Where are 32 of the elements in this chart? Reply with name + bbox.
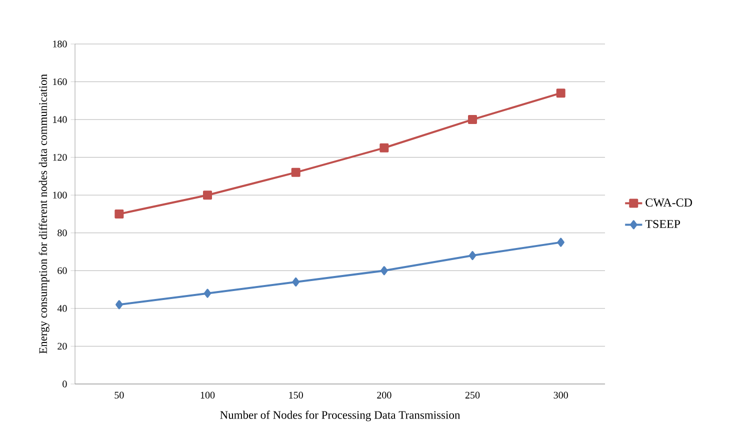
y-tick-label: 20 [58, 342, 67, 350]
legend-label: TSEEP [645, 220, 680, 228]
x-tick-label: 150 [289, 392, 303, 399]
point [114, 209, 124, 218]
x-tick-label: 50 [114, 392, 124, 399]
y-tick-label: 60 [58, 267, 67, 274]
point [468, 251, 476, 260]
y-tick-label: 160 [53, 78, 67, 86]
y-tick-label: 0 [62, 380, 67, 388]
y-tick-label: 80 [58, 230, 67, 236]
point [203, 190, 212, 200]
y-tick-label: 100 [53, 192, 67, 198]
x-axis-title: Number of Nodes for Processing Data Transmission [220, 410, 460, 422]
point [557, 238, 564, 247]
x-tick-label: 250 [465, 392, 480, 399]
legend-label: CWA-CD [646, 198, 692, 207]
y-tick-label: 180 [53, 40, 67, 48]
point [556, 88, 566, 98]
x-tick-label: 200 [377, 392, 392, 399]
point [380, 266, 388, 276]
x-tick-label: 300 [554, 392, 568, 399]
y-tick-label: 40 [57, 305, 67, 312]
point [292, 277, 300, 286]
y-tick-label: 140 [53, 116, 67, 123]
point [468, 115, 477, 124]
point [204, 288, 212, 298]
point [291, 168, 300, 177]
point [116, 300, 123, 310]
y-tick-label: 120 [53, 154, 67, 161]
point [380, 143, 389, 152]
x-tick-label: 100 [200, 392, 215, 399]
y-axis-title: Energy consumption for different nodes data communication [38, 74, 50, 354]
